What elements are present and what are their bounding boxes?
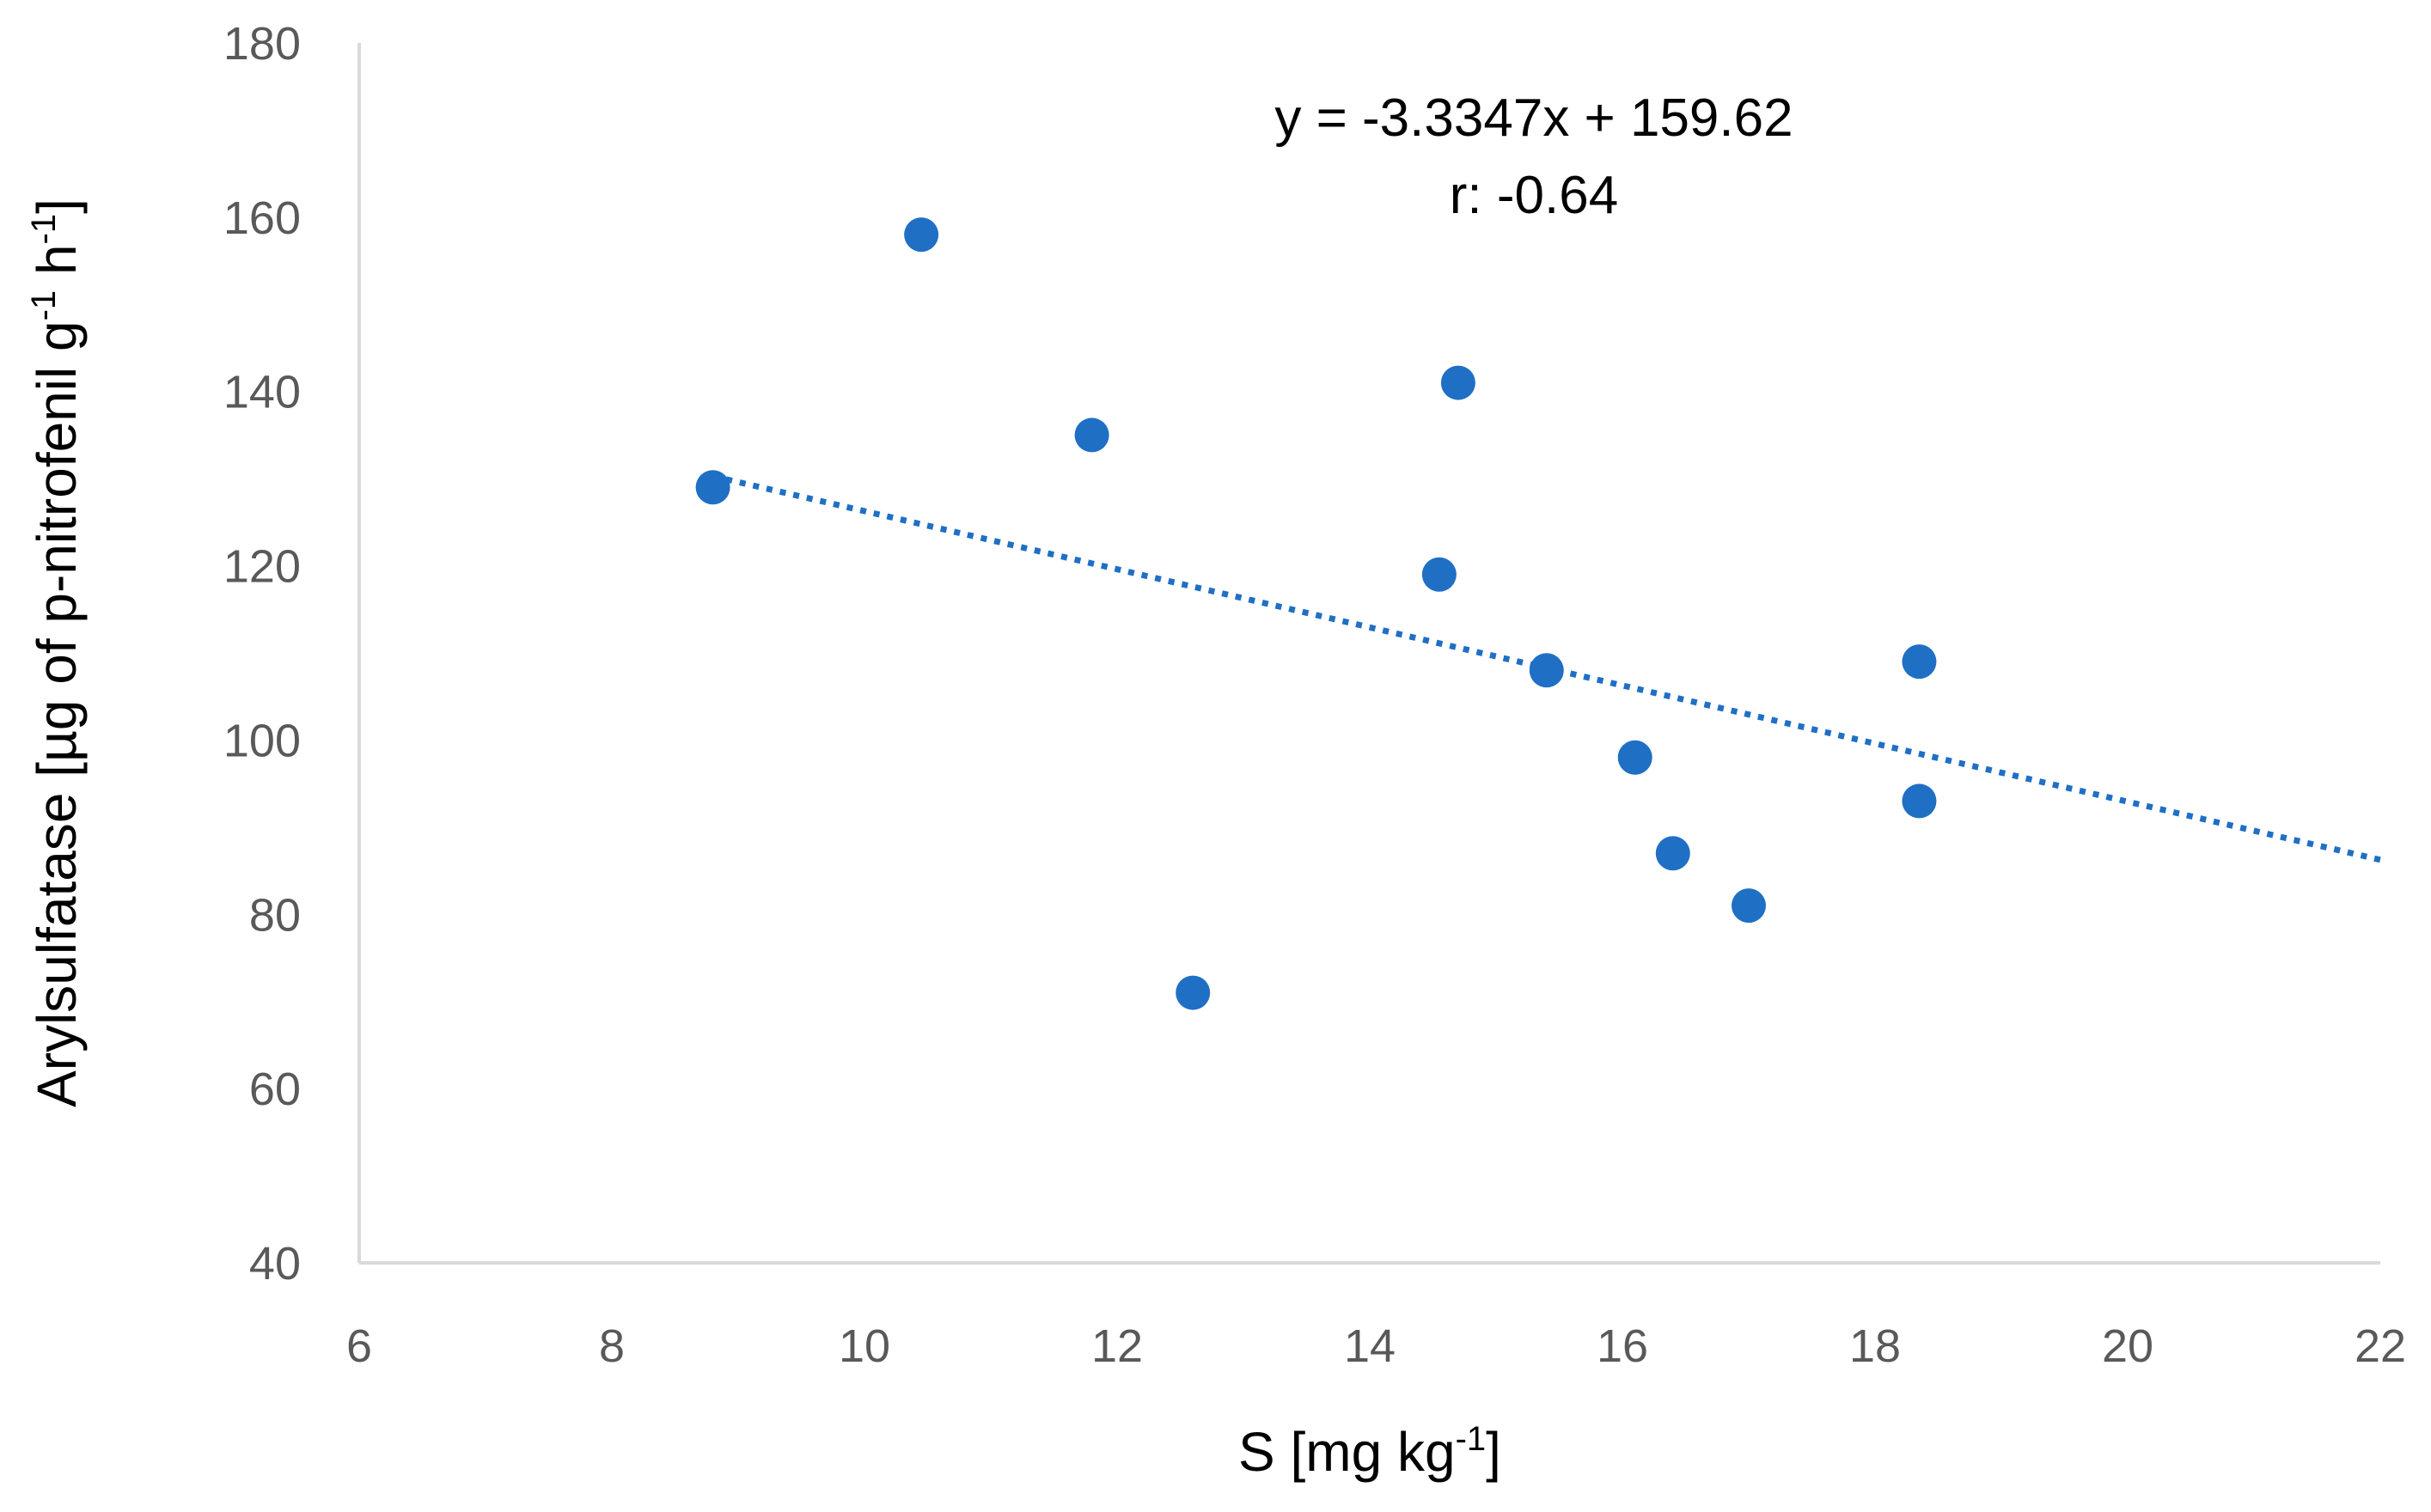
y-tick-label: 120 — [223, 541, 301, 593]
axes — [357, 43, 2380, 1265]
data-point — [1074, 418, 1109, 453]
x-tick-labels: 6 8 10 12 14 16 18 20 22 — [346, 1320, 2406, 1372]
x-axis-label: S [mg kg-1] — [1238, 1420, 1501, 1483]
y-axis-label-main: Arylsulfatase [µg of p-nitrofenil g — [26, 320, 88, 1107]
data-point — [1529, 653, 1564, 688]
data-point — [1902, 644, 1937, 680]
x-axis-label-tail: ] — [1486, 1421, 1501, 1483]
data-point — [1732, 888, 1766, 924]
data-point — [1655, 836, 1690, 871]
x-axis-label-sup: -1 — [1456, 1420, 1487, 1458]
data-point — [1421, 557, 1457, 592]
data-point — [1617, 740, 1652, 775]
y-axis-label-sup2: -1 — [25, 214, 63, 245]
x-tick-label: 12 — [1091, 1320, 1143, 1372]
data-point — [1176, 975, 1211, 1010]
y-axis-label-mid: h — [26, 244, 88, 290]
y-tick-label: 160 — [223, 192, 301, 244]
y-tick-label: 60 — [249, 1064, 301, 1115]
x-tick-label: 14 — [1344, 1320, 1396, 1372]
data-point — [695, 470, 730, 505]
x-tick-label: 10 — [839, 1320, 890, 1372]
x-tick-label: 20 — [2102, 1320, 2153, 1372]
y-tick-label: 140 — [223, 367, 301, 418]
y-axis-label-sup1: -1 — [25, 290, 63, 321]
y-tick-labels: 40 60 80 100 120 140 160 180 — [223, 18, 301, 1289]
x-tick-label: 18 — [1849, 1320, 1901, 1372]
y-tick-label: 40 — [249, 1238, 301, 1289]
data-point — [904, 217, 939, 253]
x-axis-label-main: S [mg kg — [1238, 1421, 1456, 1483]
x-tick-label: 6 — [346, 1320, 372, 1372]
y-axis-label-tail: ] — [26, 198, 88, 214]
y-tick-label: 180 — [223, 18, 301, 70]
r-annotation: r: -0.64 — [1450, 166, 1618, 225]
x-tick-label: 8 — [599, 1320, 625, 1372]
y-tick-label: 100 — [223, 715, 301, 766]
data-point — [1440, 365, 1475, 400]
x-tick-label: 16 — [1597, 1320, 1648, 1372]
data-point — [1902, 783, 1937, 819]
y-axis-label: Arylsulfatase [µg of p-nitrofenil g-1 h-… — [25, 198, 88, 1107]
equation-annotation: y = -3.3347x + 159.62 — [1274, 88, 1793, 148]
data-points — [695, 217, 1937, 1010]
x-tick-label: 22 — [2355, 1320, 2406, 1372]
y-tick-label: 80 — [249, 889, 301, 941]
